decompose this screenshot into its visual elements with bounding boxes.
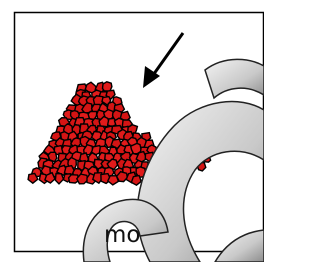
screenshot: mo: [0, 0, 264, 262]
caption-text: mo: [104, 222, 140, 248]
page: mo (() => { const data = JSON.parse(docu…: [0, 0, 264, 262]
red-cell: [103, 82, 112, 91]
